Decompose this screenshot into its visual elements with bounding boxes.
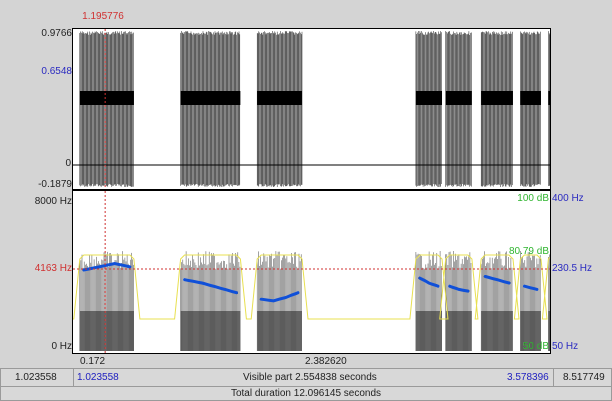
pitch-top-label: 400 Hz bbox=[552, 193, 584, 204]
visible-part-label: Visible part 2.554838 seconds bbox=[243, 372, 377, 383]
waveform-segment bbox=[445, 31, 472, 187]
spectrogram-low-energy bbox=[548, 311, 550, 351]
spectrogram-low-energy bbox=[79, 311, 134, 351]
spectrogram-striations bbox=[180, 251, 241, 351]
spectrogram-low-energy bbox=[481, 311, 513, 351]
pitch-track-segment bbox=[259, 291, 300, 303]
waveform-dense-band bbox=[481, 91, 513, 105]
spectrogram-segment bbox=[445, 251, 472, 351]
waveform-dense-band bbox=[79, 91, 134, 105]
pitch-track-segment bbox=[448, 284, 470, 293]
total-start-label: 1.023558 bbox=[15, 372, 57, 383]
spectrogram-low-energy bbox=[520, 311, 541, 351]
waveform-trace bbox=[520, 31, 541, 187]
spectrogram-plot bbox=[73, 191, 550, 353]
waveform-trace bbox=[480, 31, 513, 187]
waveform-trace bbox=[180, 31, 241, 187]
waveform-trace bbox=[256, 31, 303, 187]
total-end-label: 8.517749 bbox=[563, 372, 605, 383]
spectrogram-striations bbox=[520, 251, 541, 351]
waveform-trace bbox=[548, 31, 550, 186]
intensity-cursor-label: 80.79 dB bbox=[508, 246, 549, 257]
frequency-top-label: 8000 Hz bbox=[34, 196, 72, 207]
waveform-segment bbox=[180, 31, 241, 187]
cursor-time-label: 1.195776 bbox=[82, 11, 124, 22]
waveform-min-label: -0.1879 bbox=[38, 179, 72, 190]
time-left-offset-label: 0.172 bbox=[80, 356, 106, 367]
waveform-panel[interactable] bbox=[72, 28, 551, 190]
spectrogram-low-energy bbox=[445, 311, 472, 351]
spectrogram-segment bbox=[79, 251, 134, 351]
waveform-segment bbox=[79, 31, 134, 187]
pitch-cursor-label: 230.5 Hz bbox=[552, 263, 593, 274]
spectrogram-segment bbox=[520, 251, 541, 351]
spectrogram-segment bbox=[548, 254, 550, 351]
waveform-zero-label: 0 bbox=[65, 158, 71, 169]
bar-divider-left bbox=[73, 369, 74, 386]
spectrogram-striations bbox=[445, 251, 472, 351]
intensity-bottom-label: 50 dB bbox=[522, 341, 549, 352]
spectrogram-segment bbox=[180, 251, 241, 351]
waveform-dense-band bbox=[257, 91, 302, 105]
spectrogram-striations bbox=[415, 251, 442, 351]
intensity-contour bbox=[73, 254, 550, 320]
waveform-segment bbox=[256, 31, 303, 187]
visible-part-bar[interactable]: 1.023558 1.023558 Visible part 2.554838 … bbox=[0, 368, 612, 387]
waveform-plot bbox=[73, 29, 550, 189]
waveform-trace bbox=[415, 31, 442, 187]
spectrogram-segment bbox=[480, 251, 513, 351]
pitch-track-segment bbox=[82, 261, 132, 272]
pitch-track-segment bbox=[483, 275, 511, 285]
visible-start-label: 1.023558 bbox=[77, 372, 119, 383]
frequency-bottom-label: 0 Hz bbox=[51, 341, 72, 352]
spectrogram-striations bbox=[79, 251, 134, 351]
spectrogram-striations bbox=[480, 251, 513, 351]
waveform-dense-band bbox=[548, 91, 550, 105]
pitch-bottom-label: 50 Hz bbox=[552, 341, 579, 352]
spectrogram-low-energy bbox=[257, 311, 302, 351]
visible-end-label: 3.578396 bbox=[507, 372, 549, 383]
spectrogram-panel[interactable] bbox=[72, 190, 551, 354]
intensity-top-label: 100 dB bbox=[517, 193, 549, 204]
pitch-track-segment bbox=[522, 284, 539, 291]
total-duration-label: Total duration 12.096145 seconds bbox=[230, 388, 382, 399]
waveform-dense-band bbox=[180, 91, 241, 105]
waveform-selection-label: 0.6548 bbox=[41, 66, 72, 77]
waveform-segment bbox=[548, 31, 550, 186]
waveform-dense-band bbox=[445, 91, 472, 105]
waveform-trace bbox=[79, 31, 134, 187]
spectrogram-striations bbox=[548, 254, 550, 351]
spectrogram-striations bbox=[256, 251, 302, 351]
pitch-track-segment bbox=[418, 276, 440, 288]
spectrogram-segment bbox=[256, 251, 302, 351]
waveform-segment bbox=[480, 31, 513, 187]
waveform-max-label: 0.9766 bbox=[41, 28, 72, 39]
spectrogram-segment bbox=[415, 251, 443, 351]
pitch-track-segment bbox=[183, 278, 238, 295]
time-right-offset-label: 2.382620 bbox=[305, 356, 347, 367]
spectrogram-low-energy bbox=[415, 311, 443, 351]
waveform-segment bbox=[415, 31, 443, 187]
bar-divider-right bbox=[553, 369, 554, 386]
frequency-cursor-label: 4163 Hz bbox=[34, 263, 72, 274]
waveform-dense-band bbox=[520, 91, 541, 105]
waveform-dense-band bbox=[415, 91, 443, 105]
spectrogram-low-energy bbox=[180, 311, 241, 351]
waveform-segment bbox=[520, 31, 541, 187]
waveform-trace bbox=[445, 31, 472, 187]
total-duration-bar[interactable]: Total duration 12.096145 seconds bbox=[0, 387, 612, 401]
